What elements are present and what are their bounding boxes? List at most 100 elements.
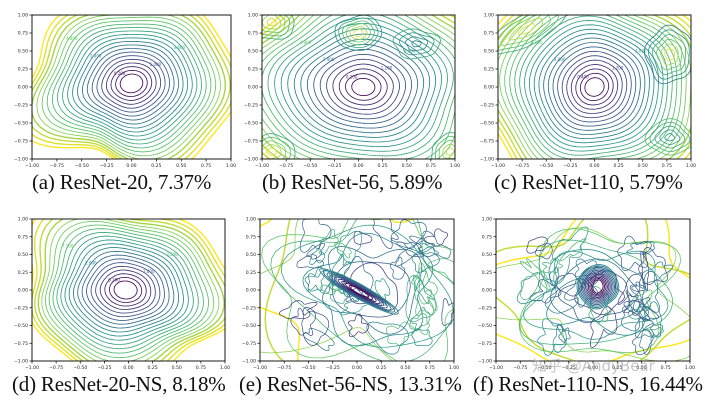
x-tick-label: 0.75 [661,365,671,371]
svg-text:3.600: 3.600 [635,48,647,53]
y-tick-label: 0.50 [246,252,256,258]
x-tick-label: 1.00 [449,365,459,371]
caption-b: (b) ResNet-56, 5.89% [262,170,443,194]
svg-text:1.200: 1.200 [381,66,393,71]
y-tick-label: 0.00 [482,288,492,294]
y-tick-label: 1.00 [248,13,258,19]
x-tick-label: 0.25 [614,163,624,169]
svg-text:3.600: 3.600 [174,45,186,50]
y-tick-label: 0.00 [18,288,28,294]
caption-d: (d) ResNet-20-NS, 8.18% [12,372,226,396]
y-tick-label: 0.50 [18,49,28,55]
y-tick-label: 0.50 [248,49,258,55]
y-tick-label: 0.00 [248,85,258,91]
x-tick-label: −1.00 [25,365,39,371]
x-tick-label: 1.00 [450,163,460,169]
x-tick-label: −0.50 [301,365,315,371]
caption-c: (c) ResNet-110, 5.79% [494,170,683,194]
x-tick-label: −0.50 [73,365,87,371]
x-tick-label: −0.25 [100,163,114,169]
watermark: 知乎 @AndyBear [532,357,655,375]
contour-lines [260,219,454,361]
x-tick-label: 0.50 [176,163,186,169]
y-tick-label: 0.00 [246,288,256,294]
x-tick-label: 0.50 [636,365,646,371]
x-tick-label: −1.00 [25,163,39,169]
y-tick-label: −0.25 [14,103,28,109]
x-tick-label: 0.75 [662,163,672,169]
contour-plot-b: 0.200 1.200 2.400 3.600 4.800 −1.00−1.00 −0.75… [244,13,460,169]
x-tick-label: −0.25 [562,365,576,371]
caption-f: (f) ResNet-110-NS, 16.44% [473,372,703,396]
x-tick-label: −0.75 [515,163,529,169]
y-tick-label: 0.25 [248,67,258,73]
x-tick-label: −0.75 [279,163,293,169]
svg-text:0.400: 0.400 [577,74,589,79]
y-tick-label: 0.75 [482,234,492,240]
svg-text:1.000: 1.000 [150,62,162,67]
y-tick-label: −0.75 [14,341,28,347]
svg-text:7.100: 7.100 [62,243,74,248]
y-tick-label: 0.25 [482,270,492,276]
x-tick-label: 1.00 [226,163,236,169]
y-tick-label: −0.50 [478,323,492,329]
svg-text:1.000: 1.000 [143,269,155,274]
svg-text:0.200: 0.200 [114,71,126,76]
x-tick-label: −0.75 [277,365,291,371]
svg-text:4.800: 4.800 [300,40,312,45]
x-tick-label: 0.00 [123,365,133,371]
y-tick-label: 0.75 [248,31,258,37]
y-tick-label: 0.00 [18,85,28,91]
y-tick-label: 0.50 [482,252,492,258]
y-tick-label: 0.50 [18,252,28,258]
y-tick-label: −0.75 [244,139,258,145]
x-tick-label: 0.00 [588,365,598,371]
y-tick-label: 1.00 [484,13,494,19]
svg-text:0.200: 0.200 [108,277,120,282]
x-tick-label: 0.25 [151,163,161,169]
x-tick-label: −1.00 [489,365,503,371]
y-tick-label: −0.25 [480,103,494,109]
svg-text:3.600: 3.600 [404,48,416,53]
svg-text:2.000: 2.000 [85,260,97,265]
panel-d: 0.200 1.000 2.000 3.500 7.100 −1.00 −1.00 −0.75… [0,205,237,403]
y-tick-label: −0.25 [244,103,258,109]
x-tick-label: −0.75 [513,365,527,371]
x-tick-label: 0.75 [201,163,211,169]
x-tick-label: −0.25 [563,163,577,169]
panel-b: 0.200 1.200 2.400 3.600 4.800 −1.00 −1.00 −0.75… [237,0,474,200]
y-tick-label: −0.25 [478,305,492,311]
x-tick-label: 0.00 [353,163,363,169]
y-tick-label: 0.00 [484,85,494,91]
y-tick-label: −0.25 [14,305,28,311]
contour-plot-a: 0.200 1.000 2.000 3.600 4.800 −1.00−1.00 −0.75… [14,13,236,169]
x-tick-label: −0.50 [539,163,553,169]
y-tick-label: −0.50 [244,121,258,127]
panel-a: 0.200 1.000 2.000 3.600 4.800 −1.00 −1.00 −0.75… [0,0,237,200]
y-tick-label: 0.25 [18,270,28,276]
contour-lines: 0.200 1.200 2.400 3.600 4.800 [262,15,455,159]
y-tick-label: 0.25 [246,270,256,276]
y-tick-label: −0.75 [14,139,28,145]
y-tick-label: 0.25 [484,67,494,73]
contour-plot-e: −1.00−1.00 −0.75 −0.75 −0.50 −0.50 −0.25 −0.25… [242,217,459,371]
x-tick-label: 0.75 [426,163,436,169]
y-tick-label: −0.50 [14,323,28,329]
y-tick-label: −0.50 [14,121,28,127]
y-tick-label: −1.00 [478,359,492,365]
contour-lines: 0.200 1.000 2.000 3.600 4.800 [32,15,231,159]
svg-text:2.000: 2.000 [90,53,102,58]
x-tick-label: 1.00 [220,365,230,371]
svg-text:2.000: 2.000 [554,57,566,62]
caption-a: (a) ResNet-20, 7.37% [32,170,212,194]
y-tick-label: 1.00 [18,217,28,223]
y-tick-label: 0.75 [18,234,28,240]
x-tick-label: −1.00 [253,365,267,371]
y-tick-label: 0.75 [484,31,494,37]
x-tick-label: −0.25 [97,365,111,371]
y-tick-label: 1.00 [482,217,492,223]
y-tick-label: −1.00 [480,157,494,163]
panel-e: −1.00 −1.00 −0.75 −0.75 −0.50 −0.50 −0.25 −0.25… [237,205,474,403]
svg-text:4.800: 4.800 [66,36,78,41]
contour-plot-c: 0.4001.2002.0003.6005.100−1.00−1.00−0.75… [480,13,696,169]
